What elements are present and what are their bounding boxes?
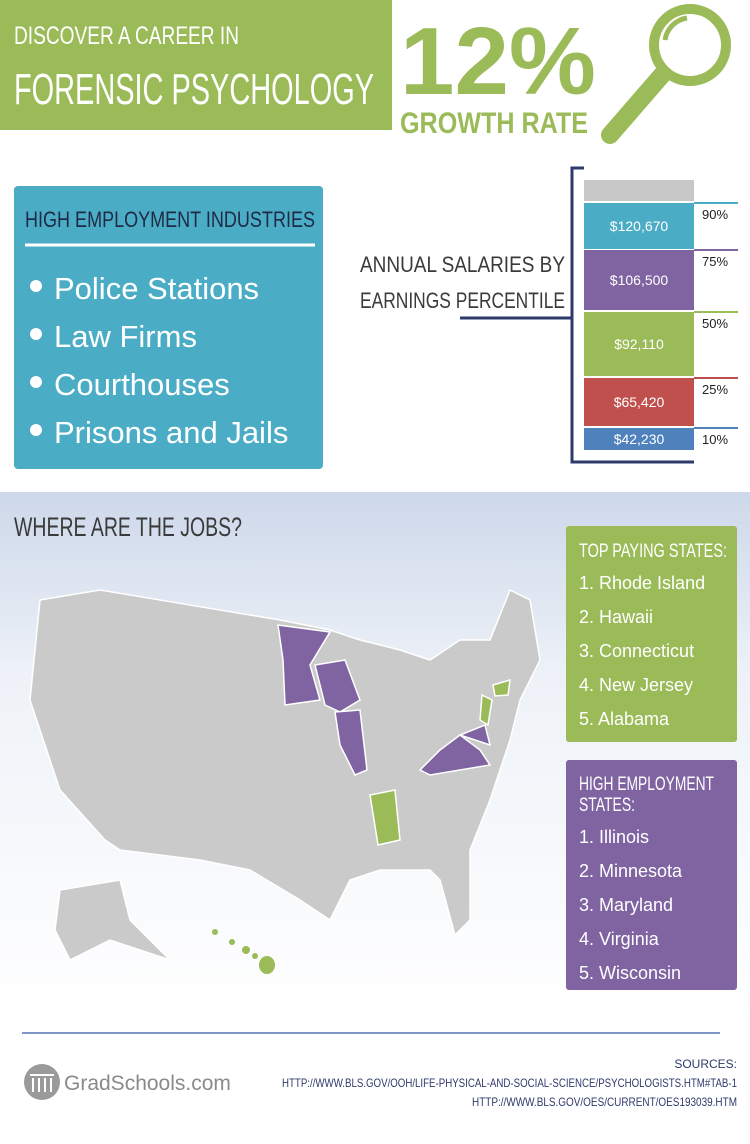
- state: 3. Connecticut: [579, 641, 694, 661]
- magnifier-icon: [601, 4, 731, 144]
- state: 4. New Jersey: [579, 675, 693, 695]
- source-link: HTTP://WWW.BLS.GOV/OOH/LIFE-PHYSICAL-AND…: [282, 1076, 737, 1090]
- salary-amount: $65,420: [614, 394, 665, 410]
- source-link: HTTP://WWW.BLS.GOV/OES/CURRENT/OES193039…: [472, 1095, 737, 1109]
- percentile: 90%: [702, 207, 728, 222]
- bullet: [30, 280, 42, 292]
- bar-cap: [584, 180, 694, 201]
- growth-value: 12%: [400, 8, 596, 115]
- header-title: FORENSIC PSYCHOLOGY: [14, 65, 374, 114]
- salary-amount: $106,500: [610, 272, 669, 288]
- salaries-title: ANNUAL SALARIES BY: [360, 252, 565, 277]
- industries-title: HIGH EMPLOYMENT INDUSTRIES: [25, 207, 315, 232]
- sources-label: SOURCES:: [674, 1057, 737, 1071]
- state: 2. Minnesota: [579, 861, 683, 881]
- state: 1. Rhode Island: [579, 573, 705, 593]
- high-employment-box: [566, 760, 737, 990]
- industry: Courthouses: [54, 367, 230, 402]
- logo-icon: [24, 1064, 60, 1100]
- state: 2. Hawaii: [579, 607, 653, 627]
- percentile: 50%: [702, 316, 728, 331]
- bracket: [460, 166, 694, 464]
- bullet: [30, 376, 42, 388]
- top-paying-title: TOP PAYING STATES:: [579, 541, 727, 562]
- salary-bar: [584, 428, 694, 450]
- salary-amount: $92,110: [614, 336, 664, 352]
- salary-bar: [584, 250, 694, 310]
- state: 4. Virginia: [579, 929, 660, 949]
- bullet: [30, 424, 42, 436]
- salaries-title: EARNINGS PERCENTILE: [360, 288, 565, 313]
- top-paying-box: [566, 526, 737, 742]
- percentile: 25%: [702, 382, 728, 397]
- bullet: [30, 328, 42, 340]
- percentile: 75%: [702, 254, 728, 269]
- salary-bar: [584, 203, 694, 249]
- industries-box: [14, 186, 323, 469]
- salary-bar: [584, 378, 694, 426]
- salary-bar: [584, 312, 694, 376]
- industry: Police Stations: [54, 271, 259, 306]
- state: 5. Wisconsin: [579, 963, 681, 983]
- state: 5. Alabama: [579, 709, 670, 729]
- logo: GradSchools.com: [64, 1072, 231, 1095]
- percentile: 10%: [702, 432, 728, 447]
- jobs-title: WHERE ARE THE JOBS?: [14, 512, 242, 542]
- header-intro: DISCOVER A CAREER IN: [14, 22, 239, 50]
- high-employment-title: STATES:: [579, 795, 635, 816]
- salary-amount: $42,230: [614, 431, 665, 447]
- growth-label: GROWTH RATE: [400, 107, 588, 140]
- state: 1. Illinois: [579, 827, 649, 847]
- industry: Prisons and Jails: [54, 415, 288, 450]
- state: 3. Maryland: [579, 895, 673, 915]
- high-employment-title: HIGH EMPLOYMENT: [579, 774, 714, 795]
- salary-amount: $120,670: [610, 218, 669, 234]
- us-map: [29, 588, 541, 974]
- industry: Law Firms: [54, 319, 197, 354]
- header-box: [0, 0, 392, 130]
